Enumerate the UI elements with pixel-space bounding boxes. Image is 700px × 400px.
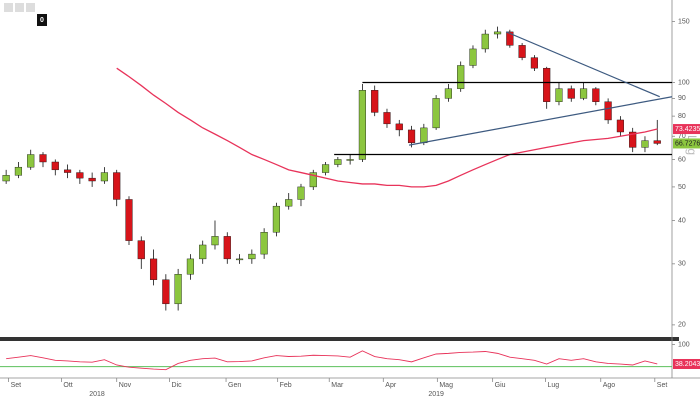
candle-body (297, 186, 305, 200)
x-tick-label: Mar (331, 382, 344, 389)
y-tick-label: 80 (678, 113, 686, 120)
candle-body (420, 127, 428, 144)
candle-body (27, 154, 35, 168)
candle-body (358, 90, 366, 160)
candle-body (629, 131, 637, 148)
candle-body (432, 98, 440, 129)
tool-icon[interactable] (15, 3, 24, 12)
candle-body (616, 119, 624, 133)
y-tick-label: 60 (678, 156, 686, 163)
candle-body (567, 88, 575, 99)
candle-body (395, 123, 403, 131)
last-value-label: 73.4235 (675, 126, 700, 133)
candle-body (2, 175, 10, 182)
candle-body (493, 31, 502, 35)
candle-body (113, 172, 121, 200)
candle-body (14, 166, 23, 176)
y-tick-label: 90 (678, 95, 686, 102)
candle-body (186, 258, 194, 275)
y-tick-label: 70 (678, 133, 686, 140)
candle-body (407, 129, 416, 144)
trend-line (408, 96, 673, 146)
x-tick-label: Set (657, 382, 668, 389)
panel-separator (0, 337, 679, 341)
y-tick-label: 20 (678, 322, 686, 329)
indicator-line (6, 350, 658, 371)
y-tick-label: 150 (678, 18, 690, 25)
trend-line (505, 31, 660, 98)
y-tick-label: 30 (678, 261, 686, 268)
toolbar-count: 0 (40, 17, 44, 24)
candle-body (285, 199, 293, 207)
candle-body (457, 65, 465, 89)
candle-body (555, 88, 563, 102)
y-tick-label: 100 (678, 79, 690, 86)
candle-body (592, 88, 600, 102)
indicator-value-label: 38.2043 (675, 361, 700, 368)
candle-body (481, 33, 489, 50)
indicator-tick-label: 100 (678, 341, 690, 348)
last-value-box (673, 138, 700, 149)
candle-body (76, 172, 84, 179)
candle-body (604, 101, 612, 121)
candle-body (63, 169, 72, 173)
candle-body (39, 154, 47, 163)
count-box[interactable] (37, 14, 47, 26)
candle-body (162, 279, 170, 305)
candle-body (211, 236, 219, 246)
indicator-value-box (673, 358, 700, 369)
candle-body (653, 140, 661, 144)
candle-body (149, 258, 158, 280)
candle-body (137, 240, 145, 260)
year-label: 2018 (89, 391, 105, 398)
candle-body (248, 253, 256, 260)
candle-body (51, 161, 59, 171)
moving-average (116, 67, 658, 188)
x-tick-label: Apr (385, 382, 397, 389)
x-tick-label: Gen (228, 382, 241, 389)
candle-body (530, 57, 538, 69)
candle-body (125, 199, 133, 241)
last-value-label: 66.7276 (675, 140, 700, 147)
candle-body (321, 164, 330, 173)
candle-body (444, 88, 452, 99)
candle-body (579, 88, 588, 99)
y-tick-label: 40 (678, 217, 686, 224)
candle-body (309, 172, 317, 188)
tool-icon[interactable] (4, 3, 13, 12)
candle-body (199, 244, 207, 260)
x-tick-label: Nov (119, 382, 132, 389)
x-tick-label: Giu (495, 382, 506, 389)
candle-body (518, 45, 526, 58)
candle-body (543, 67, 551, 102)
y-tick-label: 50 (678, 184, 686, 191)
candle-body (469, 48, 477, 66)
candle-body (346, 159, 354, 161)
candle-body (174, 274, 182, 305)
candle-body (383, 112, 391, 125)
x-tick-label: Feb (280, 382, 292, 389)
candle-body (260, 232, 268, 255)
year-label: 2019 (428, 391, 444, 398)
x-tick-label: Mag (439, 382, 453, 389)
candle-body (235, 258, 244, 261)
candle-body (88, 177, 96, 182)
last-value-box (673, 124, 700, 135)
candle-body (641, 140, 649, 148)
candle-body (223, 236, 231, 260)
x-tick-label: Ott (63, 382, 72, 389)
tool-icon[interactable] (26, 3, 35, 12)
x-tick-label: Dic (172, 382, 183, 389)
candle-body (371, 90, 379, 113)
x-tick-label: Lug (547, 382, 559, 389)
x-tick-label: Ago (603, 382, 616, 389)
candle-body (100, 172, 109, 182)
x-tick-label: Set (11, 382, 22, 389)
toolbar: 0 (4, 3, 47, 26)
candle-body (334, 159, 342, 165)
candle-body (506, 31, 514, 46)
candle-body (272, 205, 280, 233)
